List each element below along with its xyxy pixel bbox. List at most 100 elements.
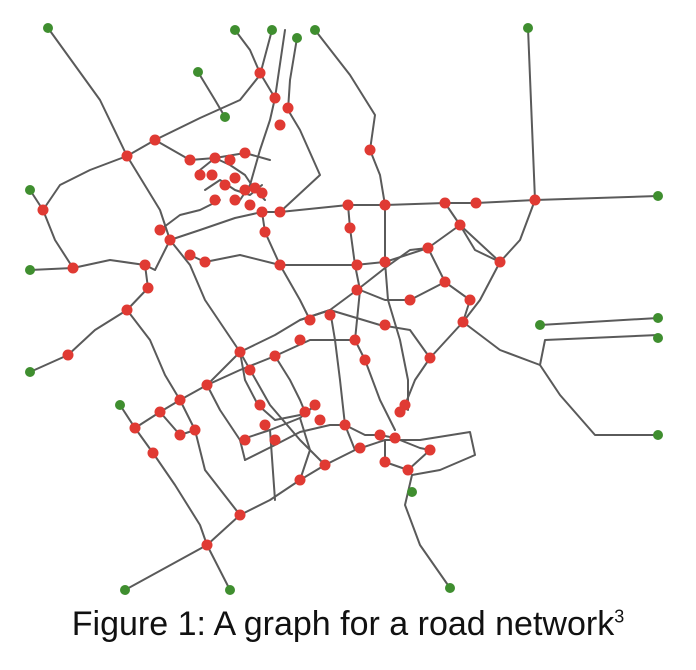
road-segment [42,155,128,269]
intersection-node [244,364,256,376]
intersection-node [269,434,281,446]
road-segment [126,309,181,401]
intersection-node [229,194,241,206]
road-segment [359,289,411,301]
endpoint-node [445,583,455,593]
intersection-node [234,346,246,358]
road-segment [29,259,146,271]
endpoint-node [120,585,130,595]
road-segment [179,399,241,516]
intersection-node [269,92,281,104]
intersection-node [201,539,213,551]
endpoint-node [407,487,417,497]
intersection-node [339,419,351,431]
intersection-node [259,226,271,238]
intersection-node [379,456,391,468]
intersection-node [254,67,266,79]
road-segment [539,317,659,326]
intersection-node [470,197,482,209]
intersection-node [121,150,133,162]
intersection-node [422,242,434,254]
road-segment [314,29,386,206]
intersection-node [294,474,306,486]
intersection-node [142,282,154,294]
road-segment [404,27,536,406]
intersection-node [194,169,206,181]
intersection-node [121,304,133,316]
intersection-node [529,194,541,206]
intersection-node [229,172,241,184]
intersection-node [379,199,391,211]
intersection-node [464,294,476,306]
road-segment [189,224,501,266]
road-segment [329,309,346,426]
endpoint-node [43,23,53,33]
intersection-node [389,432,401,444]
road-segment [299,309,431,359]
intersection-node [274,259,286,271]
endpoint-node [653,430,663,440]
intersection-node [274,119,286,131]
intersection-node [282,102,294,114]
intersection-node [342,199,354,211]
intersection-node [256,187,268,199]
road-segment [206,247,429,386]
intersection-node [457,316,469,328]
intersection-node [374,429,386,441]
intersection-node [239,147,251,159]
endpoint-node [653,333,663,343]
road-segment [239,29,286,201]
road-segment [244,424,431,461]
endpoint-node [220,112,230,122]
road-segment [444,202,501,263]
intersection-node [344,222,356,234]
intersection-node [201,379,213,391]
intersection-node [259,419,271,431]
road-segment [409,281,471,301]
road-network-graph [25,23,663,595]
intersection-node [206,169,218,181]
road-segment [384,439,431,471]
intersection-node [309,399,321,411]
intersection-node [424,352,436,364]
intersection-node [224,154,236,166]
intersection-node [147,447,159,459]
endpoint-nodes [25,23,663,595]
endpoint-node [25,265,35,275]
intersection-node [67,262,79,274]
intersection-node [174,394,186,406]
caption-text: Figure 1: A graph for a road network [71,605,615,643]
caption-superscript: 3 [614,606,625,627]
road-segment [206,384,246,461]
intersection-node [154,406,166,418]
endpoint-node [653,313,663,323]
intersection-node [304,314,316,326]
figure-caption: Figure 1: A graph for a road network3 [0,605,696,644]
intersection-node [294,334,306,346]
intersection-node [139,259,151,271]
intersection-node [404,294,416,306]
intersection-node [439,276,451,288]
intersection-node [349,334,361,346]
road-segment [279,37,321,213]
intersection-node [299,406,311,418]
intersection-node [364,144,376,156]
intersection-node [379,256,391,268]
road-segment [274,355,306,413]
intersection-node [439,197,451,209]
intersection-node [494,256,506,268]
road-segment [539,334,659,366]
road-segment [47,27,326,466]
road-segment [197,71,226,118]
endpoint-node [25,185,35,195]
intersection-node [269,350,281,362]
road-segment [159,199,221,231]
road-segment [234,29,276,99]
intersection-node [454,219,466,231]
intersection-node [359,354,371,366]
intersection-node [424,444,436,456]
intersection-node [149,134,161,146]
intersection-node [184,154,196,166]
road-segment [347,204,396,431]
endpoint-node [115,400,125,410]
